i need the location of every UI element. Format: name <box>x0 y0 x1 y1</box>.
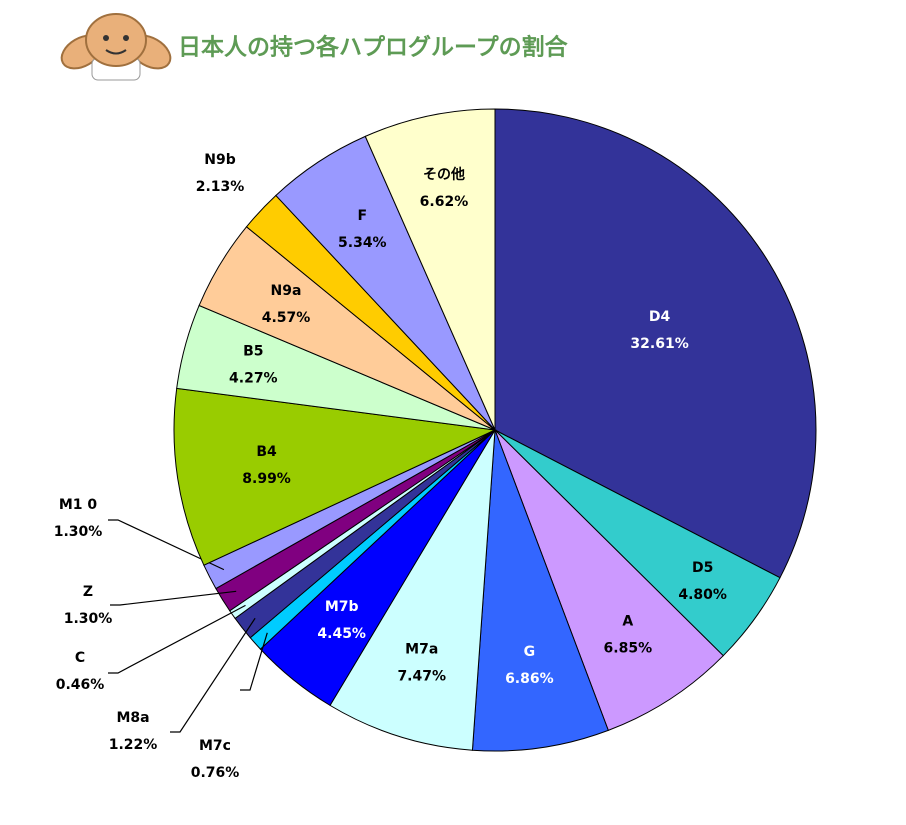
pie-slice <box>173 387 497 566</box>
slice-label: Z <box>83 584 93 600</box>
mascot-icon <box>60 13 172 81</box>
value-label: 6.85% <box>604 641 653 657</box>
pie-slice <box>471 429 609 752</box>
value-label: 4.80% <box>678 587 727 603</box>
slice-label: B4 <box>256 444 277 460</box>
value-label: 2.13% <box>196 179 245 195</box>
value-label: 8.99% <box>242 471 291 487</box>
value-label: 4.45% <box>317 626 366 642</box>
slice-label: M7b <box>325 599 359 615</box>
pie-slice <box>329 429 496 751</box>
leader-line <box>108 604 246 674</box>
slice-label: D5 <box>692 560 713 576</box>
value-label: 4.27% <box>229 371 278 387</box>
value-label: 0.76% <box>191 765 240 781</box>
slice-label: G <box>524 644 536 660</box>
value-label: 0.46% <box>56 677 105 693</box>
slice-label: M1 0 <box>59 497 98 513</box>
slice-label: M7a <box>405 642 438 658</box>
value-label: 5.34% <box>338 235 387 251</box>
slice-label: その他 <box>423 166 465 183</box>
slice-label: A <box>622 614 633 630</box>
value-label: 1.30% <box>64 611 113 627</box>
chart-title: 日本人の持つ各ハプログループの割合 <box>178 34 569 61</box>
slice-label: N9b <box>204 152 235 168</box>
value-label: 6.62% <box>420 194 469 210</box>
slice-label: M7c <box>199 738 231 754</box>
slice-label: N9a <box>271 283 302 299</box>
slice-label: C <box>75 650 85 666</box>
pie-slice <box>494 429 724 731</box>
value-label: 7.47% <box>397 669 446 685</box>
pie-slice <box>364 108 496 431</box>
value-label: 32.61% <box>630 336 688 352</box>
leader-line <box>108 519 225 571</box>
leader-line <box>240 632 268 691</box>
slice-label: D4 <box>649 309 671 325</box>
value-label: 1.30% <box>54 524 103 540</box>
slice-label: B5 <box>243 344 263 360</box>
leader-line <box>170 617 256 733</box>
value-label: 6.86% <box>505 671 554 687</box>
pie-slice <box>494 108 817 579</box>
value-label: 1.22% <box>109 737 158 753</box>
leader-line <box>110 590 237 606</box>
slice-label: F <box>358 208 368 224</box>
value-label: 4.57% <box>262 310 311 326</box>
slice-label: M8a <box>116 710 149 726</box>
